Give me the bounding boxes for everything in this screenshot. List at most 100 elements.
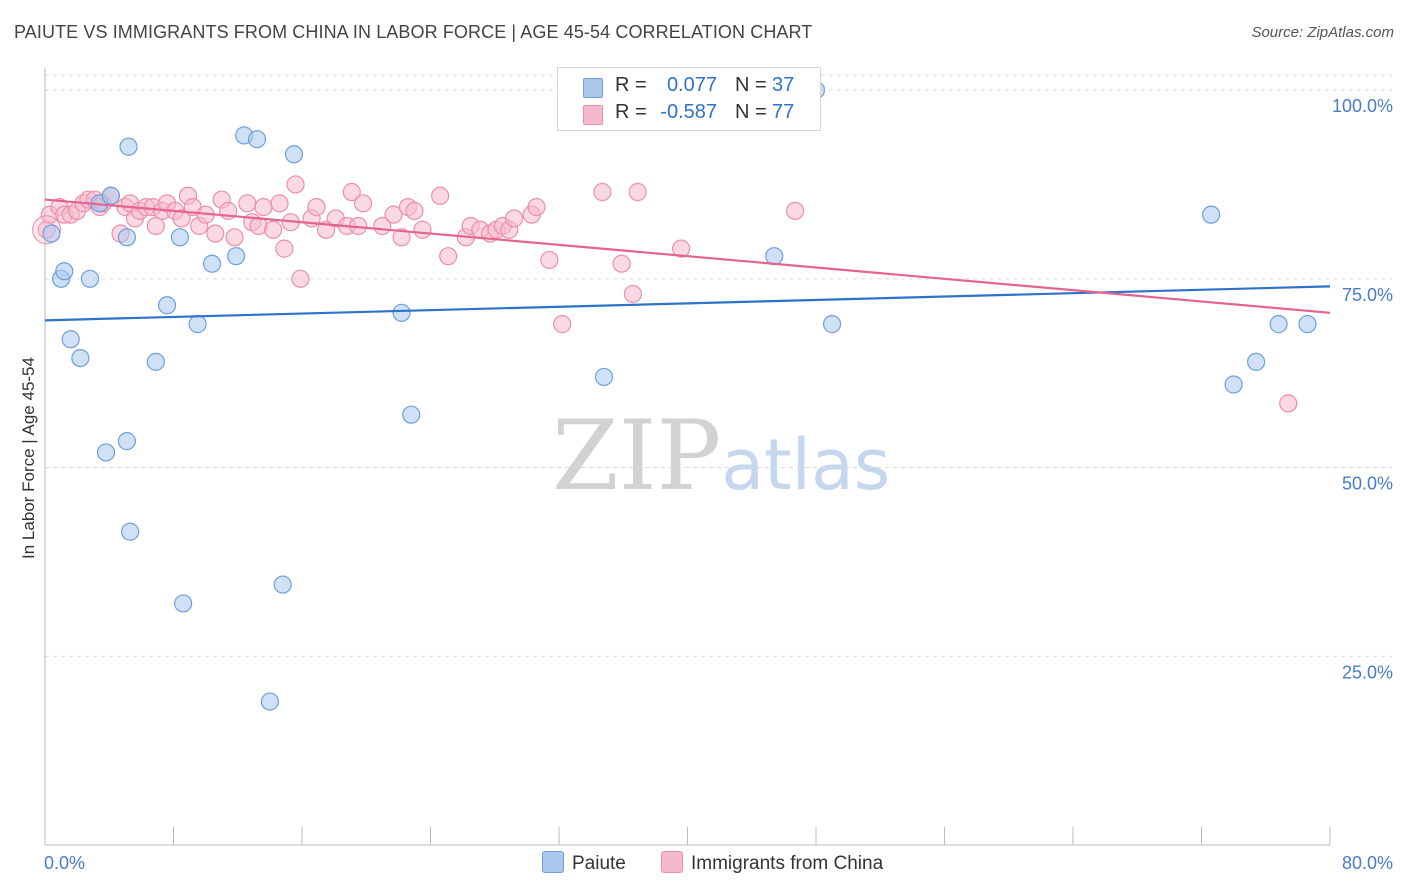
legend-r-label: R =	[615, 101, 647, 123]
tick-labels: 25.0% 50.0% 75.0% 100.0% 0.0% 80.0%	[44, 96, 1393, 873]
paiute-point	[402, 405, 421, 424]
paiute-point	[1202, 205, 1221, 224]
china-point	[275, 239, 294, 258]
china-point	[527, 198, 546, 217]
paiute-point	[117, 432, 137, 451]
axes	[44, 68, 1331, 846]
paiute-point	[101, 186, 120, 205]
paiute-point	[392, 303, 411, 322]
series-name-paiute: Paiute	[572, 853, 626, 874]
paiute-points	[42, 80, 1317, 711]
paiute-point	[61, 330, 80, 349]
paiute-swatch	[583, 78, 603, 98]
china-point	[413, 220, 432, 239]
watermark-zip: ZIP	[552, 400, 722, 512]
paiute-point	[260, 692, 279, 711]
source-credit: Source: ZipAtlas.com	[1251, 24, 1394, 41]
paiute-point	[80, 269, 100, 288]
china-swatch	[661, 851, 683, 873]
x-tick-label: 80.0%	[1342, 853, 1393, 873]
x-tick-label: 0.0%	[44, 853, 85, 873]
china-point	[270, 194, 289, 213]
series-legend-paiute: Paiute	[542, 851, 626, 875]
legend-r-label: R =	[615, 74, 647, 96]
paiute-point	[594, 367, 614, 387]
china-point	[307, 198, 326, 217]
paiute-point	[96, 443, 116, 462]
china-point	[146, 216, 165, 236]
china-point	[392, 228, 411, 247]
paiute-point	[1247, 352, 1266, 371]
correlation-legend: R = 0.077 N = 37 R = -0.587 N = 77	[557, 67, 821, 131]
china-point	[384, 205, 403, 224]
paiute-point	[284, 145, 304, 164]
paiute-point	[174, 594, 193, 613]
paiute-point	[822, 315, 842, 334]
grid-lines	[45, 74, 1392, 657]
china-point	[405, 201, 424, 220]
legend-n-value: 37	[772, 74, 795, 96]
china-point	[254, 198, 273, 217]
paiute-point	[273, 575, 292, 594]
china-point	[1279, 394, 1298, 413]
paiute-point	[227, 247, 246, 266]
trend-lines	[44, 198, 1331, 322]
china-point	[353, 194, 373, 213]
paiute-swatch	[542, 851, 564, 873]
china-point	[786, 201, 805, 220]
paiute-point	[157, 296, 177, 315]
legend-r-value: -0.587	[660, 101, 717, 123]
china-point	[225, 228, 244, 247]
china-point	[671, 239, 691, 258]
paiute-point	[1269, 315, 1288, 334]
paiute-point	[188, 315, 207, 334]
paiute-point	[1298, 315, 1317, 334]
china-point	[206, 224, 225, 243]
series-name-china: Immigrants from China	[691, 853, 884, 874]
legend-n-label: N =	[735, 74, 767, 96]
china-trend-line	[44, 198, 1331, 314]
series-legend-china: Immigrants from China	[661, 851, 883, 875]
y-tick-label: 25.0%	[1342, 662, 1393, 682]
legend-row-paiute: R = 0.077 N = 37	[558, 74, 820, 102]
y-axis-label: In Labor Force | Age 45-54	[19, 357, 38, 559]
watermark-atlas: atlas	[721, 424, 891, 506]
china-point	[342, 182, 361, 202]
china-point	[593, 182, 612, 202]
paiute-point	[765, 247, 784, 266]
china-swatch	[583, 105, 603, 125]
paiute-point	[42, 224, 61, 243]
china-point	[439, 247, 458, 266]
china-point	[553, 315, 572, 334]
paiute-point	[117, 228, 137, 247]
paiute-point	[55, 262, 74, 281]
paiute-trend-line	[44, 285, 1331, 322]
legend-n-value: 77	[772, 101, 795, 123]
paiute-point	[121, 522, 140, 541]
china-point	[263, 220, 283, 239]
legend-n-label: N =	[735, 101, 767, 123]
china-point	[504, 209, 524, 228]
y-tick-label: 50.0%	[1342, 474, 1393, 494]
china-point	[612, 254, 631, 273]
china-point	[431, 186, 450, 205]
y-tick-label: 75.0%	[1342, 285, 1393, 305]
paiute-point	[146, 352, 165, 371]
paiute-point	[119, 137, 138, 156]
watermark: ZIPatlas	[552, 400, 890, 512]
china-point	[172, 209, 191, 228]
china-point	[286, 175, 305, 194]
chart-title: PAIUTE VS IMMIGRANTS FROM CHINA IN LABOR…	[14, 22, 813, 42]
paiute-point	[170, 228, 190, 247]
paiute-point	[202, 254, 222, 273]
china-point	[628, 182, 647, 202]
china-point	[238, 194, 257, 213]
paiute-point	[71, 348, 90, 368]
legend-r-value: 0.077	[666, 74, 717, 96]
legend-row-china: R = -0.587 N = 77	[558, 101, 820, 129]
china-point	[540, 250, 559, 270]
paiute-point	[1224, 375, 1243, 394]
y-tick-label: 100.0%	[1332, 96, 1393, 116]
paiute-point	[247, 130, 267, 149]
